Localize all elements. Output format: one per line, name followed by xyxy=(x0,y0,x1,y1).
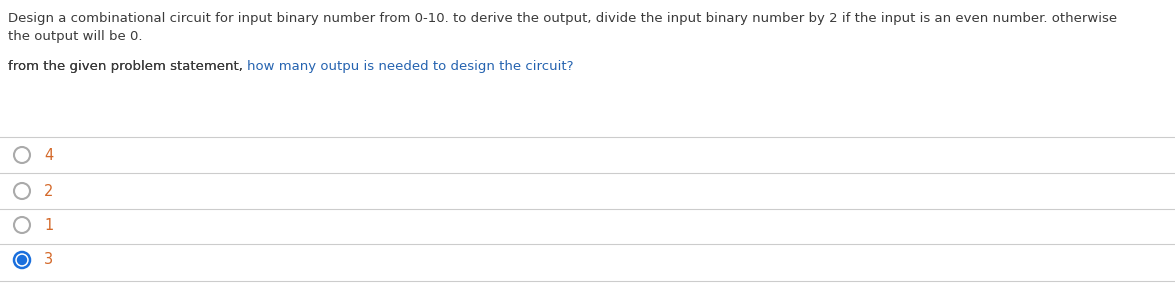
Text: from the given problem statement,: from the given problem statement, xyxy=(8,60,247,73)
Text: 2: 2 xyxy=(43,184,53,199)
Text: how many outpu is needed to design the circuit?: how many outpu is needed to design the c… xyxy=(247,60,573,73)
Text: 1: 1 xyxy=(43,217,53,233)
Text: 4: 4 xyxy=(43,147,53,162)
Text: 3: 3 xyxy=(43,252,53,268)
Text: from the given problem statement,: from the given problem statement, xyxy=(8,60,247,73)
Text: Design a combinational circuit for input binary number from 0-10. to derive the : Design a combinational circuit for input… xyxy=(8,12,1117,25)
Circle shape xyxy=(18,256,27,265)
Text: the output will be 0.: the output will be 0. xyxy=(8,30,142,43)
